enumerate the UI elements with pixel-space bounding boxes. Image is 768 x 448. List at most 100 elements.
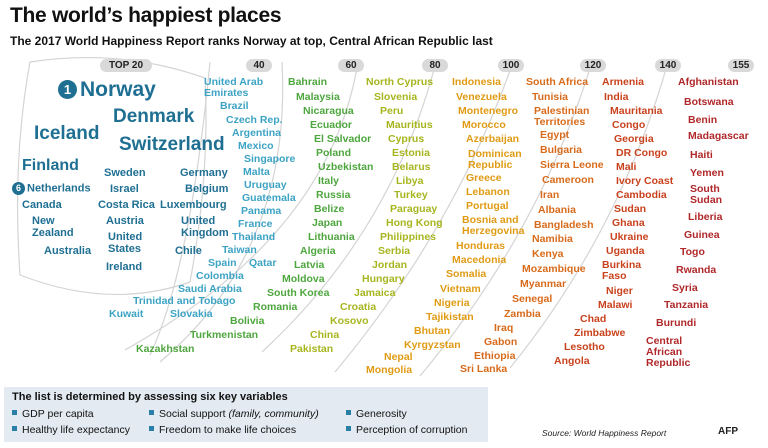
country-sweden: Sweden [104, 167, 146, 179]
country-new-zealand: New Zealand [32, 215, 74, 239]
country-afghanistan: Afghanistan [678, 76, 739, 88]
rank-label-155: 155 [728, 59, 754, 72]
rank-label-40: 40 [246, 59, 272, 72]
country-armenia: Armenia [602, 76, 645, 88]
country-yemen: Yemen [690, 167, 724, 179]
country-kazakhstan: Kazakhstan [136, 343, 195, 355]
bullet-icon [346, 426, 351, 431]
country-croatia: Croatia [340, 301, 377, 313]
country-norway: 1 Norway [58, 79, 156, 101]
country-malta: Malta [243, 166, 270, 178]
country-niger: Niger [606, 285, 633, 297]
legend-title: The list is determined by assessing six … [12, 391, 288, 403]
country-costa-rica: Costa Rica [98, 199, 155, 211]
country-lithuania: Lithuania [308, 231, 355, 243]
country-luxembourg: Luxembourg [160, 199, 227, 211]
country-egypt: Egypt [540, 129, 570, 141]
country-pakistan: Pakistan [290, 343, 334, 355]
country-philippines: Philippines [380, 231, 437, 243]
country-haiti: Haiti [690, 149, 713, 161]
country-tajikistan: Tajikistan [426, 311, 474, 323]
top20-outline [16, 56, 207, 296]
country-el-salvador: El Salvador [314, 133, 372, 145]
country-ethiopia: Ethiopia [474, 350, 516, 362]
country-tanzania: Tanzania [664, 299, 709, 311]
country-syria: Syria [672, 282, 698, 294]
country-iraq: Iraq [494, 322, 514, 334]
country-ukraine: Ukraine [610, 231, 649, 243]
chart-subtitle: The 2017 World Happiness Report ranks No… [10, 34, 493, 48]
country-canada: Canada [22, 199, 62, 211]
country-spain: Spain [208, 257, 237, 269]
country-thailand: Thailand [232, 231, 276, 243]
country-mongolia: Mongolia [366, 364, 413, 376]
bullet-icon [12, 410, 17, 415]
country-uruguay: Uruguay [244, 179, 287, 191]
country-burundi: Burundi [656, 317, 697, 329]
country-bosnia-and-herzegovina: Bosnia and Herzegovina [462, 214, 525, 237]
country-central-african-republic: Central African Republic [646, 335, 691, 369]
rank-label-60: 60 [338, 59, 364, 72]
bullet-icon [149, 426, 154, 431]
country-malawi: Malawi [598, 299, 633, 311]
bullet-icon [346, 410, 351, 415]
country-turkmenistan: Turkmenistan [190, 329, 259, 341]
country-south-sudan: South Sudan [690, 183, 723, 206]
rank-label-120: 120 [580, 59, 606, 72]
country-albania: Albania [538, 204, 576, 216]
country-saudi-arabia: Saudi Arabia [178, 283, 242, 295]
country-russia: Russia [316, 189, 351, 201]
country-ecuador: Ecuador [310, 119, 353, 131]
country-togo: Togo [680, 246, 705, 258]
country-burkina-faso: Burkina Faso [602, 259, 642, 282]
country-kyrgyzstan: Kyrgyzstan [404, 339, 461, 351]
country-kuwait: Kuwait [109, 308, 144, 320]
country-uganda: Uganda [606, 245, 645, 257]
country-ivory-coast: Ivory Coast [616, 175, 674, 187]
country-lesotho: Lesotho [564, 341, 605, 353]
country-australia: Australia [44, 245, 92, 257]
country-jordan: Jordan [372, 259, 408, 271]
afp-logo: AFP [718, 426, 738, 437]
country-indonesia: Indonesia [452, 76, 502, 88]
country-libya: Libya [396, 175, 424, 187]
country-united-kingdom: United Kingdom [181, 215, 229, 239]
country-moldova: Moldova [282, 273, 325, 285]
country-mauritius: Mauritius [386, 119, 433, 131]
country-macedonia: Macedonia [452, 254, 507, 266]
country-cameroon: Cameroon [542, 174, 594, 186]
country-colombia: Colombia [196, 270, 244, 282]
country-singapore: Singapore [244, 153, 296, 165]
country-myanmar: Myanmar [520, 278, 567, 290]
country-bulgaria: Bulgaria [540, 144, 583, 156]
country-india: India [604, 91, 629, 103]
country-qatar: Qatar [249, 257, 277, 269]
country-north-cyprus: North Cyprus [366, 76, 434, 88]
country-trinidad-and-tobago: Trinidad and Tobago [133, 295, 236, 307]
country-botswana: Botswana [684, 96, 734, 108]
country-united-states: United States [108, 231, 143, 255]
country-gabon: Gabon [484, 336, 518, 348]
chart-title: The world’s happiest places [10, 4, 282, 27]
country-georgia: Georgia [614, 133, 654, 145]
country-denmark: Denmark [113, 106, 195, 127]
country-nigeria: Nigeria [434, 297, 470, 309]
country-bhutan: Bhutan [414, 325, 451, 337]
country-senegal: Senegal [512, 293, 553, 305]
rank-label-80: 80 [422, 59, 448, 72]
group-divider-arc-2 [159, 61, 284, 363]
country-tunisia: Tunisia [532, 91, 568, 103]
group-divider-arc-7 [509, 61, 669, 369]
country-cyprus: Cyprus [388, 133, 425, 145]
country-lebanon: Lebanon [466, 186, 510, 198]
country-ireland: Ireland [106, 261, 143, 273]
country-estonia: Estonia [392, 147, 430, 159]
rank-label-top-20: TOP 20 [100, 59, 152, 72]
legend-item: Generosity [346, 408, 407, 420]
country-zimbabwe: Zimbabwe [574, 327, 626, 339]
country-brazil: Brazil [220, 100, 249, 112]
country-peru: Peru [380, 105, 404, 117]
country-poland: Poland [316, 147, 352, 159]
country-mauritania: Mauritania [610, 105, 663, 117]
